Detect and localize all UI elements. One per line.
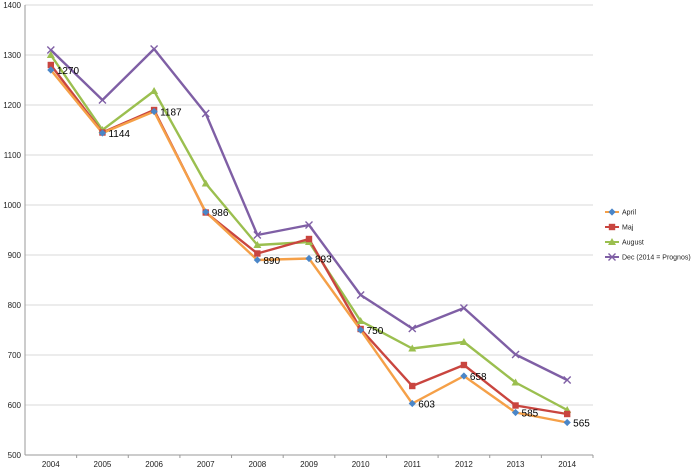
legend-marker (608, 208, 616, 216)
legend: April Maj August Dec (2014 = Prognos) (605, 208, 691, 262)
data-point-marker (409, 382, 416, 390)
y-tick-label: 600 (8, 401, 22, 410)
data-label: 750 (367, 326, 384, 337)
data-point-marker (511, 350, 520, 359)
x-tick-label: 2005 (94, 460, 112, 469)
series-line-april (49, 69, 568, 424)
data-point-marker (460, 372, 468, 380)
series-line-august (49, 54, 568, 412)
data-point-marker (408, 324, 417, 333)
y-tick-label: 500 (8, 451, 22, 460)
data-point-marker (253, 241, 262, 248)
series-line-dec-2014-prognos- (49, 47, 568, 382)
data-point-marker (356, 291, 365, 299)
data-label: 893 (315, 255, 332, 266)
data-point-marker (201, 179, 210, 187)
data-point-marker (98, 96, 107, 104)
data-point-marker (305, 254, 313, 263)
data-point-marker (305, 235, 313, 243)
x-tick-label: 2006 (145, 460, 163, 469)
axes (24, 5, 593, 456)
data-label: 890 (263, 256, 280, 267)
data-point-marker (356, 317, 365, 324)
data-point-marker (150, 45, 159, 53)
data-point-marker (511, 378, 520, 386)
data-point-marker (563, 376, 572, 384)
x-tick-label: 2011 (404, 460, 422, 469)
data-point-marker (46, 51, 55, 58)
data-point-marker (460, 361, 468, 369)
data-point-marker (563, 418, 571, 427)
series-markers (46, 45, 572, 427)
data-label: 565 (573, 419, 590, 430)
data-point-marker (98, 129, 107, 137)
x-tick-label: 2012 (455, 460, 473, 469)
y-tick-label: 800 (8, 301, 22, 310)
data-point-marker (357, 326, 365, 334)
data-point-marker (202, 208, 210, 216)
y-tick-label: 1400 (3, 1, 21, 10)
y-tick-label: 900 (8, 251, 22, 260)
data-point-marker (253, 231, 262, 239)
data-label: 1187 (160, 108, 182, 119)
data-point-marker (47, 61, 55, 69)
legend-label: August (622, 240, 644, 247)
data-point-marker (408, 399, 416, 408)
gridlines (25, 4, 593, 406)
data-point-marker (459, 338, 468, 345)
legend-label: Dec (2014 = Prognos) (622, 255, 691, 262)
y-tick-labels: 500 600 700 800 900 1000 1100 1200 1300 1400 (3, 1, 21, 460)
data-labels: 1270 1144 1187 986 890 893 750 603 658 585 565 (57, 66, 590, 430)
data-point-marker (459, 304, 468, 312)
data-label: 658 (470, 372, 487, 383)
legend-marker (608, 238, 616, 245)
legend-marker (608, 253, 616, 261)
x-tick-labels: 2004 2005 2006 2007 2008 2009 2010 2011 2012 2013… (42, 455, 594, 469)
legend-marker (608, 223, 616, 231)
x-tick-label: 2013 (507, 460, 525, 469)
x-tick-label: 2009 (300, 460, 318, 469)
x-tick-label: 2010 (352, 460, 370, 469)
data-label: 1270 (57, 66, 80, 77)
y-tick-label: 1000 (3, 201, 21, 210)
y-tick-label: 1300 (3, 51, 21, 60)
data-label: 1144 (108, 129, 130, 140)
data-point-marker (46, 46, 55, 54)
data-point-marker (511, 408, 520, 417)
data-point-marker (47, 66, 55, 74)
x-tick-label: 2004 (42, 460, 60, 469)
data-point-marker (305, 221, 313, 229)
data-label: 585 (522, 409, 539, 420)
data-point-marker (512, 402, 519, 409)
y-tick-label: 1200 (3, 101, 21, 110)
data-point-marker (254, 250, 261, 257)
data-label: 603 (418, 400, 435, 411)
data-point-marker (253, 256, 261, 264)
data-point-marker (150, 87, 159, 94)
data-label: 986 (212, 208, 229, 219)
y-tick-label: 700 (8, 351, 22, 360)
data-point-marker (150, 107, 158, 116)
x-tick-label: 2008 (248, 460, 266, 469)
data-point-marker (201, 109, 210, 118)
x-tick-label: 2014 (558, 460, 576, 469)
data-point-marker (408, 344, 417, 352)
data-point-marker (563, 410, 571, 418)
x-tick-label: 2007 (197, 460, 215, 469)
legend-label: April (622, 210, 636, 217)
y-tick-label: 1100 (4, 151, 22, 160)
legend-label: Maj (622, 225, 634, 232)
